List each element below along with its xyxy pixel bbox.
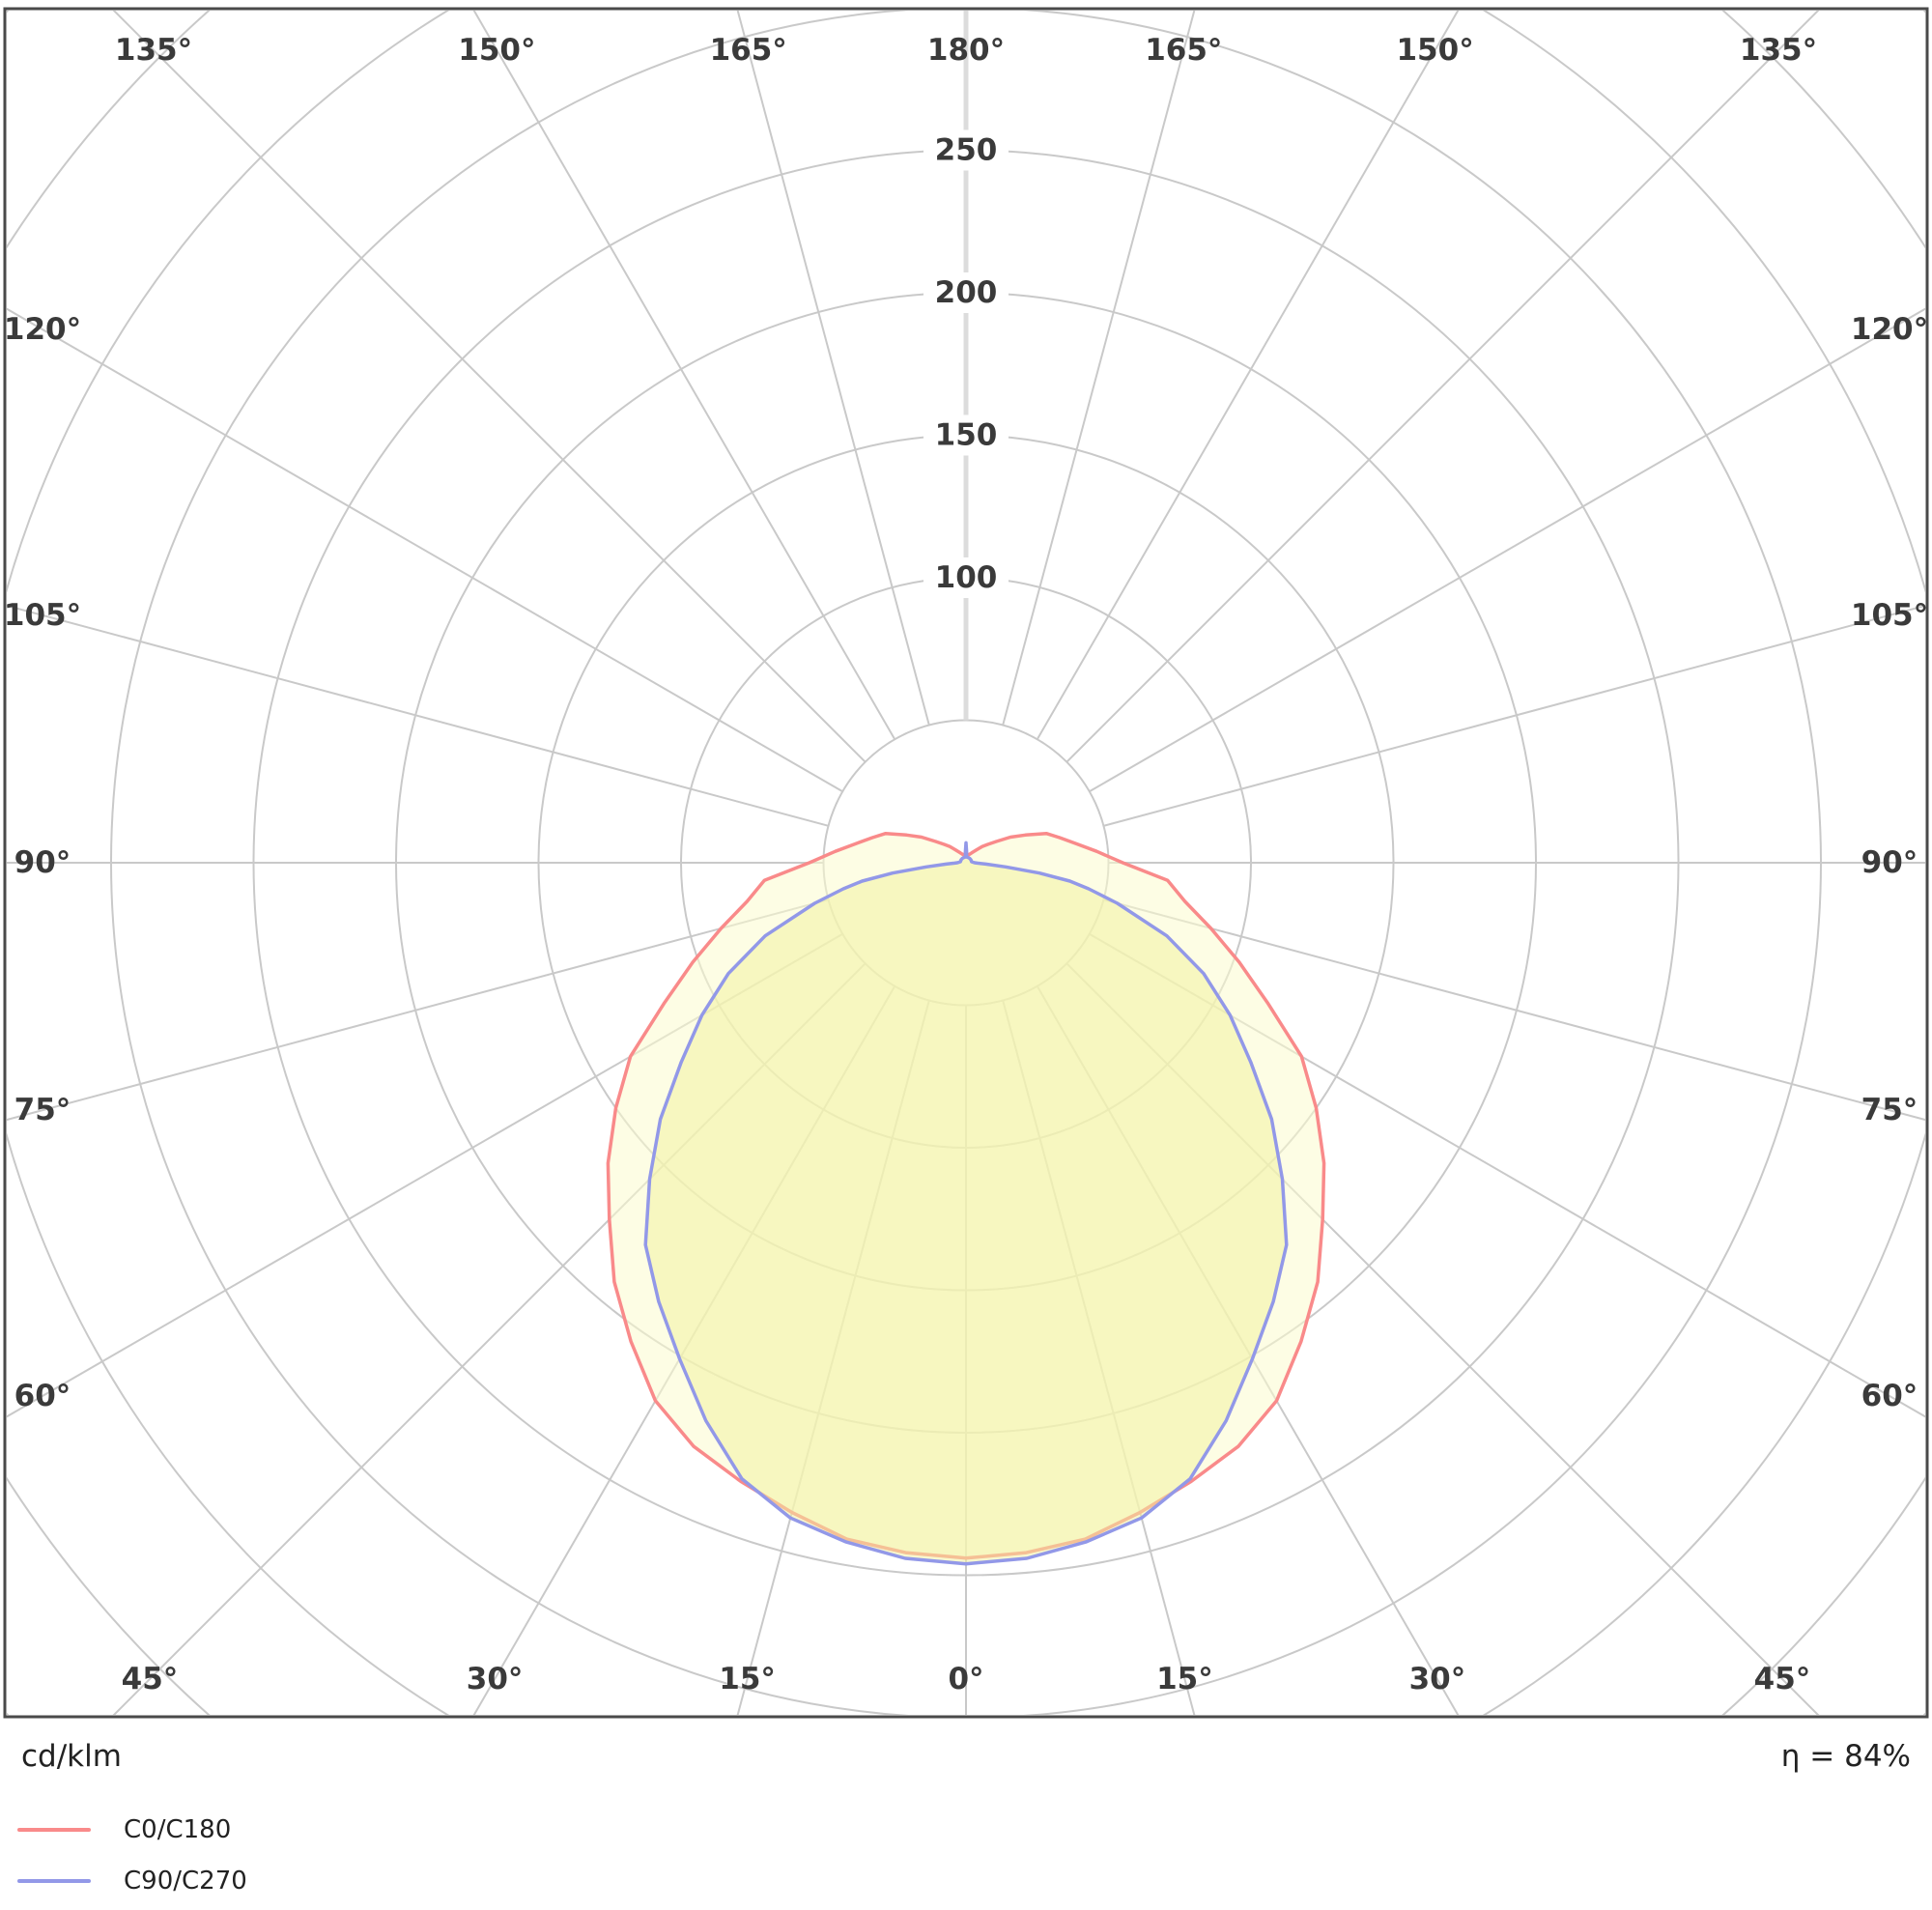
legend-label: C0/C180 [124,1815,232,1844]
legend-line-blue-icon [17,1879,91,1883]
angle-label: 165° [1145,33,1222,68]
angle-label: 60° [1861,1379,1918,1413]
angle-label: 135° [1740,33,1817,68]
legend-line-red-icon [17,1828,91,1832]
angle-label: 135° [115,33,192,68]
efficiency-label: η = 84% [1780,1739,1911,1774]
angle-label: 105° [1851,598,1928,633]
angle-label: 165° [710,33,787,68]
svg-text:200: 200 [935,275,998,310]
angle-label: 90° [1861,845,1918,880]
angle-label: 0° [948,1662,983,1696]
svg-text:100: 100 [935,560,998,595]
angle-label: 120° [4,312,81,347]
angle-label: 30° [467,1662,524,1696]
angle-label: 180° [927,33,1005,68]
angle-label: 45° [1754,1662,1811,1696]
photometric-polar-chart: 100 150 200 250 0° 15° 15° 30° 30° 45° 45° 60° 60° 75… [3,7,1929,1719]
angle-label: 30° [1409,1662,1466,1696]
angle-label: 75° [1861,1093,1918,1127]
angle-label: 60° [14,1379,71,1413]
angle-label: 150° [458,33,535,68]
legend-item-c0-c180: C0/C180 [17,1815,231,1844]
angle-label: 90° [14,845,71,880]
angle-label: 120° [1851,312,1928,347]
svg-text:250: 250 [935,133,998,168]
angle-label: 75° [14,1093,71,1127]
angle-label: 15° [719,1662,776,1696]
angle-label: 15° [1156,1662,1213,1696]
legend-label: C90/C270 [124,1867,247,1896]
legend-item-c90-c270: C90/C270 [17,1867,247,1896]
angle-label: 45° [122,1662,179,1696]
angle-label: 105° [4,598,81,633]
svg-text:150: 150 [935,418,998,453]
unit-label: cd/klm [21,1739,122,1774]
angle-label: 150° [1396,33,1473,68]
plot-frame: 100 150 200 250 0° 15° 15° 30° 30° 45° 45° 60° 60° 75… [3,7,1929,1719]
chart-footer: cd/klm η = 84% C0/C180 C90/C270 [0,1721,1932,1910]
